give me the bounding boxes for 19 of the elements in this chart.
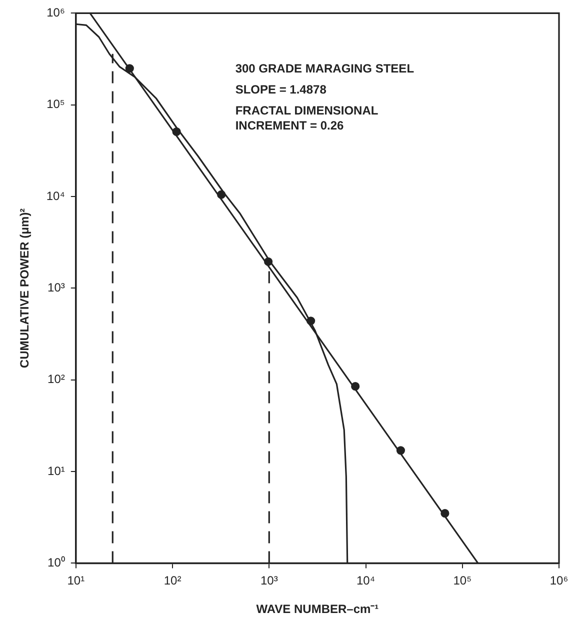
y-tick-label: 10⁵	[46, 97, 65, 112]
annotation: 300 GRADE MARAGING STEEL	[235, 62, 414, 76]
x-tick-label: 10⁴	[356, 574, 376, 588]
x-axis-title: WAVE NUMBER–cm⁻¹	[256, 602, 379, 616]
x-tick-label: 10⁵	[453, 574, 472, 588]
y-axis-title: CUMULATIVE POWER (μm)²	[18, 208, 32, 368]
y-tick-label: 10²	[48, 372, 65, 386]
annotation: INCREMENT = 0.26	[235, 118, 344, 133]
x-tick-label: 10³	[260, 574, 278, 588]
x-tick-label: 10⁶	[550, 574, 568, 588]
y-tick-label: 10⁰	[48, 556, 65, 570]
y-tick-label: 10⁶	[46, 6, 65, 20]
y-tick-label: 10⁴	[46, 188, 65, 203]
x-tick-label: 10¹	[67, 574, 85, 588]
annotation: FRACTAL DIMENSIONAL	[235, 104, 378, 118]
x-tick-label: 10²	[164, 574, 182, 588]
y-tick-label: 10³	[48, 280, 65, 295]
annotation: SLOPE = 1.4878	[235, 82, 327, 97]
y-tick-label: 10¹	[48, 464, 65, 478]
